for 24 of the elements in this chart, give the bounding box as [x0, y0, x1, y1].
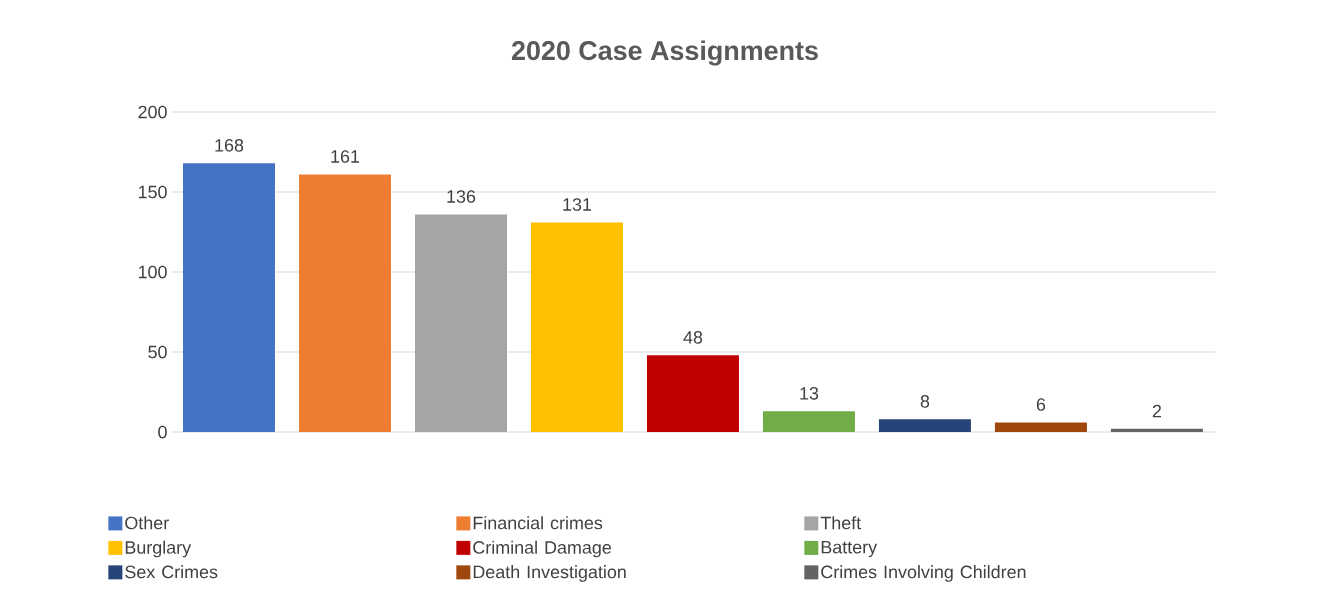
- data-label: 48: [683, 330, 703, 344]
- data-label: 168: [215, 138, 244, 152]
- legend-label: Burglary: [125, 540, 192, 558]
- data-label: 161: [331, 150, 360, 163]
- legend-label: Sex Crimes: [125, 565, 218, 579]
- y-tick-label: 100: [138, 265, 167, 279]
- data-label: 8: [920, 394, 930, 408]
- data-label: 131: [563, 198, 592, 211]
- y-tick-label: 0: [158, 425, 167, 439]
- y-tick-label: 50: [148, 345, 167, 359]
- legend-label: Death Investigation: [473, 565, 626, 582]
- legend-label: Other: [125, 516, 169, 530]
- y-tick-label: 200: [138, 105, 167, 119]
- data-label: 13: [800, 386, 819, 400]
- data-label: 136: [447, 190, 476, 203]
- legend-label: Financial crimes: [473, 516, 603, 530]
- legend-label: Battery: [821, 540, 878, 558]
- legend-label: Theft: [820, 516, 862, 530]
- data-label: 2: [1152, 404, 1162, 418]
- y-tick-label: 150: [138, 185, 167, 199]
- data-label: 6: [1036, 398, 1046, 411]
- chart-title: 2020 Case Assignments: [511, 40, 818, 66]
- legend-label: Criminal Damage: [473, 540, 612, 558]
- legend-label: Crimes Involving Children: [821, 565, 1026, 582]
